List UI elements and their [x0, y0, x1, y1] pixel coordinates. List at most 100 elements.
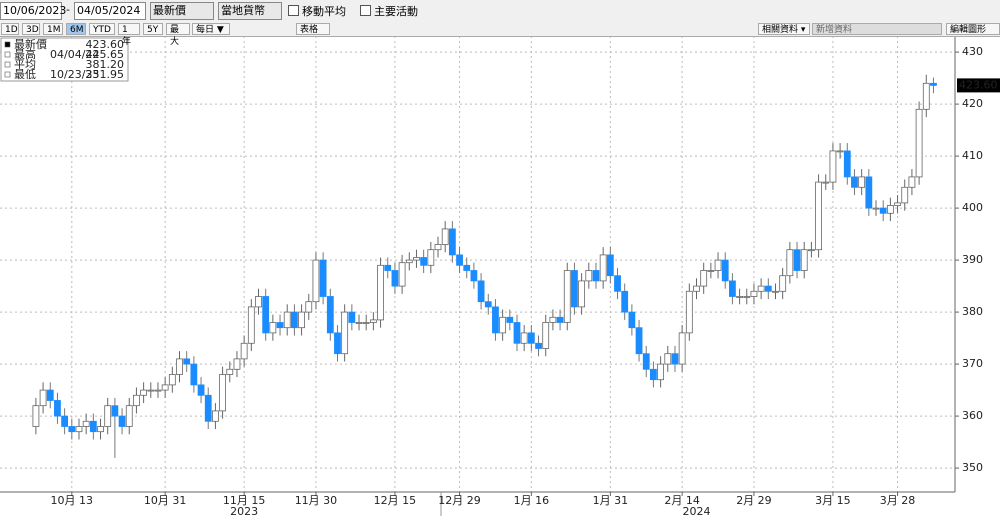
period-button[interactable]: 最大: [166, 23, 190, 47]
candle-body: [858, 176, 866, 188]
candle-body: [800, 249, 808, 271]
candle-body: [118, 415, 126, 427]
period-button[interactable]: 1年: [118, 23, 140, 47]
legend-value: 423.60: [86, 38, 125, 51]
candle-body: [276, 322, 284, 329]
period-button[interactable]: 5Y: [143, 23, 163, 35]
candle-body: [362, 322, 370, 324]
field-select[interactable]: 最新價: [150, 2, 214, 20]
toolbar: 10/06/2023 - 04/05/2024 最新價 當地貨幣 移動平均 主要…: [0, 0, 1000, 22]
candle-body: [61, 415, 69, 427]
candle-body: [599, 254, 607, 282]
candle-body: [154, 389, 162, 392]
candle-body: [764, 285, 772, 292]
period-button[interactable]: 1M: [43, 23, 63, 35]
candle-body: [527, 332, 535, 344]
candle-body: [384, 264, 392, 271]
candle-body: [219, 374, 226, 412]
add-data-input[interactable]: 新增資料: [812, 23, 942, 35]
x-tick-label: 2月 14: [664, 494, 700, 507]
y-tick-label: 350: [962, 461, 983, 474]
candle-body: [671, 353, 679, 365]
candle-body: [635, 327, 643, 355]
candle-body: [255, 296, 262, 308]
end-date[interactable]: 04/05/2024: [74, 2, 146, 20]
legend-name: 最新價: [14, 37, 47, 51]
candle-body: [614, 275, 621, 292]
candle-body: [685, 290, 693, 334]
x-tick-label: 1月 31: [593, 494, 629, 507]
candle-body: [836, 150, 844, 153]
related-button[interactable]: 相關資料 ▾: [758, 23, 810, 35]
legend-name: 平均: [14, 58, 36, 71]
y-tick-label: 420: [962, 97, 983, 110]
candle-body: [233, 358, 241, 370]
candle-body: [886, 205, 894, 214]
candle-body: [183, 358, 191, 365]
candle-body: [97, 426, 104, 433]
moving-average-checkbox[interactable]: 移動平均: [288, 3, 346, 19]
candle-body: [879, 207, 887, 214]
x-tick-label: 2月 29: [736, 494, 772, 507]
candle-body: [700, 270, 708, 287]
period-button[interactable]: YTD: [89, 23, 115, 35]
candle-body: [492, 306, 499, 334]
candle-body: [506, 316, 514, 323]
candle-body: [678, 332, 686, 365]
candle-body: [398, 262, 406, 287]
candle-body: [420, 257, 428, 266]
candle-body: [176, 358, 183, 375]
candle-body: [448, 228, 456, 256]
period-button[interactable]: 1D: [1, 23, 19, 35]
candle-body: [693, 285, 700, 292]
candle-body: [793, 249, 801, 271]
legend-name: 最低: [14, 68, 36, 81]
candle-body: [484, 301, 492, 308]
candle-body: [434, 244, 442, 251]
candle-body: [405, 259, 413, 264]
candle-body: [369, 319, 377, 323]
candle-body: [82, 420, 90, 427]
edit-chart-button[interactable]: 編輯圖形: [946, 23, 1000, 35]
frequency-select[interactable]: 每日 ▼: [192, 23, 230, 35]
candle-body: [290, 311, 298, 329]
candle-body: [456, 254, 463, 266]
candle-body: [901, 186, 909, 204]
candle-body: [391, 270, 399, 287]
x-tick-label: 1月 16: [514, 494, 550, 507]
candle-body: [621, 290, 629, 313]
candle-body: [650, 368, 657, 381]
candle-body: [334, 332, 341, 355]
currency-select[interactable]: 當地貨幣: [218, 2, 282, 20]
candle-body: [786, 249, 794, 277]
candle-body: [470, 270, 478, 282]
period-button[interactable]: 3D: [22, 23, 40, 35]
x-tick-label: 11月 15: [223, 494, 266, 507]
key-events-label: 主要活動: [374, 5, 418, 18]
candle-body: [822, 181, 830, 184]
legend-value: 425.65: [86, 48, 125, 61]
candle-body: [571, 270, 578, 308]
candle-body: [147, 389, 155, 392]
candle-body: [721, 259, 729, 282]
candle-body: [707, 270, 715, 272]
candle-body: [262, 296, 270, 334]
key-events-checkbox[interactable]: 主要活動: [360, 3, 418, 19]
candle-body: [54, 400, 61, 417]
start-date[interactable]: 10/06/2023: [0, 2, 66, 20]
candle-body: [46, 389, 54, 401]
table-button[interactable]: 表格: [296, 23, 330, 35]
legend-date: 04/04/24: [50, 48, 99, 61]
candle-body: [39, 389, 47, 407]
candle-body: [348, 311, 356, 323]
candle-body: [743, 296, 751, 298]
legend-icon: [4, 51, 11, 58]
legend-icon: [4, 61, 11, 68]
period-button[interactable]: 6M: [66, 23, 86, 35]
candle-body: [851, 176, 858, 188]
candle-body: [549, 316, 557, 323]
candle-body: [520, 332, 528, 344]
candle-body: [212, 410, 219, 422]
moving-average-label: 移動平均: [302, 5, 346, 18]
candle-body: [32, 405, 40, 427]
